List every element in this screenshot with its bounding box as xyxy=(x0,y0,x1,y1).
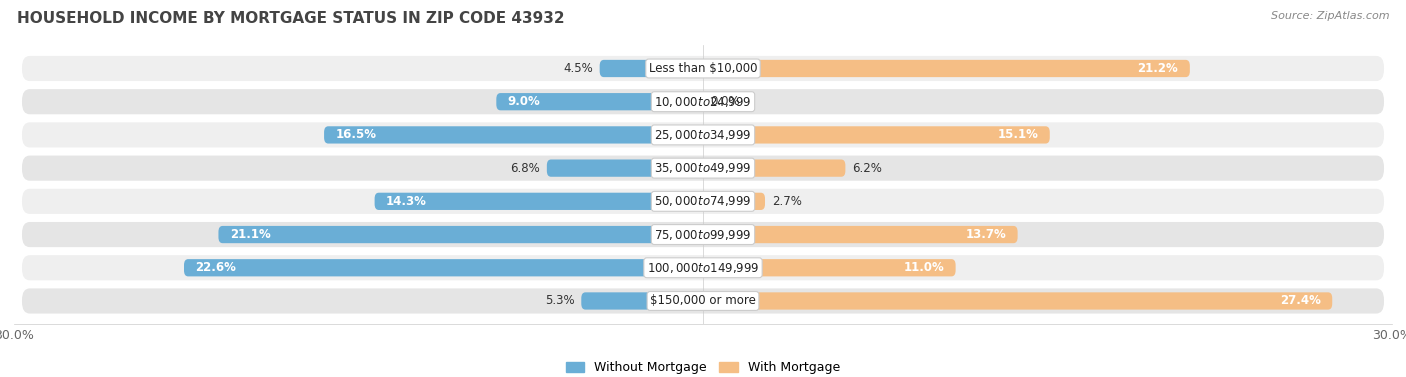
Text: 14.3%: 14.3% xyxy=(387,195,427,208)
FancyBboxPatch shape xyxy=(21,55,1385,82)
Text: $50,000 to $74,999: $50,000 to $74,999 xyxy=(654,194,752,208)
FancyBboxPatch shape xyxy=(496,93,703,110)
FancyBboxPatch shape xyxy=(374,193,703,210)
Text: 21.1%: 21.1% xyxy=(231,228,271,241)
Text: 15.1%: 15.1% xyxy=(997,129,1038,141)
Text: $100,000 to $149,999: $100,000 to $149,999 xyxy=(647,261,759,275)
FancyBboxPatch shape xyxy=(581,292,703,310)
FancyBboxPatch shape xyxy=(599,60,703,77)
Text: 2.7%: 2.7% xyxy=(772,195,801,208)
FancyBboxPatch shape xyxy=(21,188,1385,215)
Text: $10,000 to $24,999: $10,000 to $24,999 xyxy=(654,95,752,109)
Text: $35,000 to $49,999: $35,000 to $49,999 xyxy=(654,161,752,175)
Text: 27.4%: 27.4% xyxy=(1279,294,1320,308)
FancyBboxPatch shape xyxy=(184,259,703,276)
FancyBboxPatch shape xyxy=(21,254,1385,281)
FancyBboxPatch shape xyxy=(703,226,1018,243)
FancyBboxPatch shape xyxy=(703,60,1189,77)
FancyBboxPatch shape xyxy=(703,126,1050,144)
FancyBboxPatch shape xyxy=(21,121,1385,149)
Text: 0.0%: 0.0% xyxy=(710,95,740,108)
Text: Source: ZipAtlas.com: Source: ZipAtlas.com xyxy=(1271,11,1389,21)
FancyBboxPatch shape xyxy=(703,193,765,210)
Text: $150,000 or more: $150,000 or more xyxy=(650,294,756,308)
Text: $75,000 to $99,999: $75,000 to $99,999 xyxy=(654,228,752,242)
Text: 6.2%: 6.2% xyxy=(852,162,882,175)
Text: 5.3%: 5.3% xyxy=(544,294,575,308)
FancyBboxPatch shape xyxy=(21,287,1385,314)
Text: 22.6%: 22.6% xyxy=(195,261,236,274)
FancyBboxPatch shape xyxy=(703,292,1333,310)
Text: 16.5%: 16.5% xyxy=(336,129,377,141)
Text: HOUSEHOLD INCOME BY MORTGAGE STATUS IN ZIP CODE 43932: HOUSEHOLD INCOME BY MORTGAGE STATUS IN Z… xyxy=(17,11,564,26)
Text: Less than $10,000: Less than $10,000 xyxy=(648,62,758,75)
FancyBboxPatch shape xyxy=(21,88,1385,115)
FancyBboxPatch shape xyxy=(218,226,703,243)
Text: 9.0%: 9.0% xyxy=(508,95,540,108)
Text: 4.5%: 4.5% xyxy=(562,62,593,75)
FancyBboxPatch shape xyxy=(21,221,1385,248)
Text: 6.8%: 6.8% xyxy=(510,162,540,175)
Text: 21.2%: 21.2% xyxy=(1137,62,1178,75)
FancyBboxPatch shape xyxy=(703,159,845,177)
Text: 11.0%: 11.0% xyxy=(904,261,945,274)
FancyBboxPatch shape xyxy=(547,159,703,177)
Text: 13.7%: 13.7% xyxy=(966,228,1007,241)
FancyBboxPatch shape xyxy=(21,155,1385,182)
FancyBboxPatch shape xyxy=(703,259,956,276)
FancyBboxPatch shape xyxy=(323,126,703,144)
Text: $25,000 to $34,999: $25,000 to $34,999 xyxy=(654,128,752,142)
Legend: Without Mortgage, With Mortgage: Without Mortgage, With Mortgage xyxy=(561,356,845,377)
